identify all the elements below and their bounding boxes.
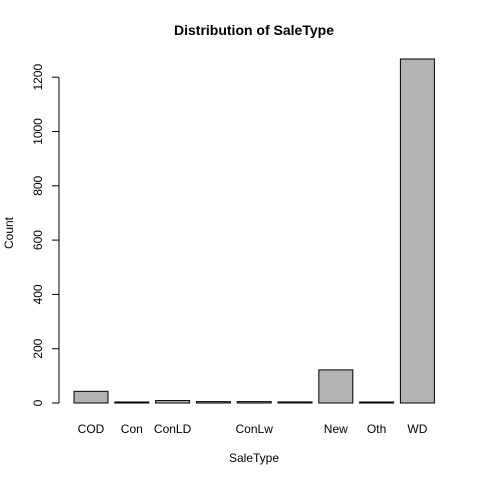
x-tick-label: WD: [407, 422, 427, 436]
y-tick-label: 1200: [31, 64, 45, 91]
bar-cwd: [278, 402, 312, 403]
y-tick-label: 200: [31, 338, 45, 358]
x-tick-label: Oth: [367, 422, 386, 436]
y-tick-label: 400: [31, 284, 45, 304]
x-tick-label: Con: [121, 422, 143, 436]
bar-wd: [400, 59, 434, 403]
y-tick-label: 800: [31, 175, 45, 195]
y-tick-label: 600: [31, 230, 45, 250]
bar-new: [319, 370, 353, 403]
y-tick-label: 0: [31, 399, 45, 406]
bar-conlw: [237, 402, 271, 403]
bar-oth: [360, 402, 394, 403]
y-tick-label: 1000: [31, 118, 45, 145]
x-tick-label: COD: [78, 422, 105, 436]
chart-title: Distribution of SaleType: [174, 22, 334, 38]
bars: [74, 59, 434, 403]
bar-conld: [156, 401, 190, 403]
bar-con: [115, 402, 149, 403]
bar-conli: [196, 402, 230, 403]
x-tick-labels: COD Con ConLD ConLw New Oth WD: [78, 422, 428, 436]
x-tick-label: New: [324, 422, 348, 436]
bar-cod: [74, 391, 108, 403]
y-axis-label: Count: [2, 216, 16, 249]
y-axis: 0 200 400 600 800 1000 1200: [31, 64, 59, 407]
x-axis-label: SaleType: [229, 451, 279, 465]
x-tick-label: ConLw: [236, 422, 274, 436]
x-tick-label: ConLD: [154, 422, 192, 436]
